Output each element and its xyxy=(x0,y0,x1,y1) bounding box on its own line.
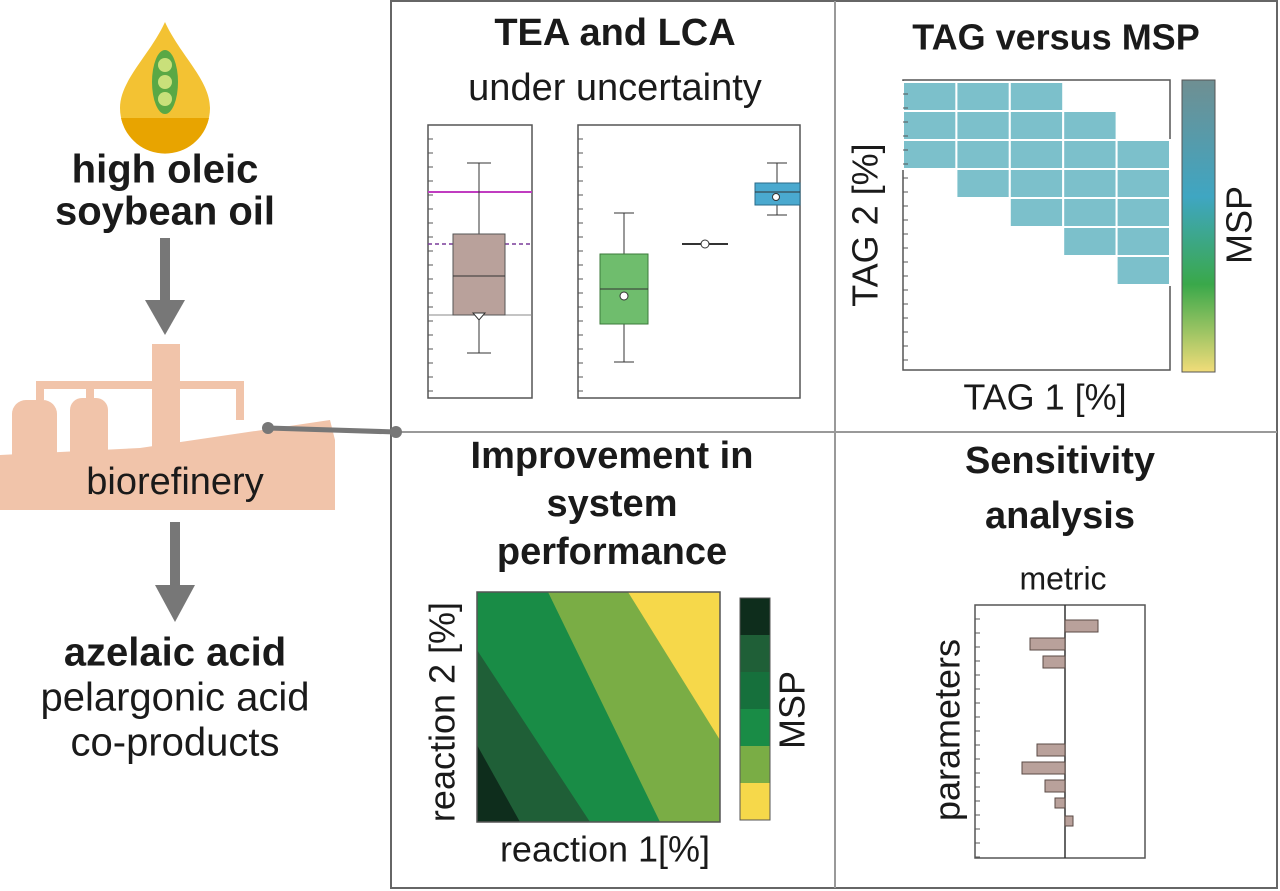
tornado-plot xyxy=(974,604,1146,859)
y-axis-label: reaction 2 [%] xyxy=(422,602,463,822)
x-axis-label: reaction 1[%] xyxy=(500,829,710,870)
panel-title: system xyxy=(547,483,678,525)
product-other: pelargonic acid xyxy=(40,676,309,720)
product-other: co-products xyxy=(71,721,280,765)
panel-title: TAG versus MSP xyxy=(912,17,1199,58)
feedstock-label: high oleic xyxy=(72,148,259,192)
heatmap-cell xyxy=(1062,197,1118,228)
colorbar xyxy=(739,597,771,821)
heatmap-cell xyxy=(1062,139,1118,170)
heatmap-cell xyxy=(1008,168,1065,199)
heatmap-cell xyxy=(902,81,958,112)
y-axis-label: TAG 2 [%] xyxy=(845,143,886,306)
contour-plot xyxy=(476,591,721,823)
heatmap-cell xyxy=(1115,168,1171,199)
oil-droplet xyxy=(120,22,210,154)
heatmap-cell xyxy=(1062,168,1118,199)
product-main: azelaic acid xyxy=(64,631,286,675)
heatmap-cell xyxy=(1008,139,1065,170)
panel-title: Improvement in xyxy=(471,435,754,477)
heatmap-cell xyxy=(1008,197,1065,228)
panel-title: analysis xyxy=(985,495,1135,537)
heatmap-cell xyxy=(955,81,1011,112)
boxplot-tea xyxy=(577,124,801,399)
panel-title: TEA and LCA xyxy=(494,12,735,54)
colorbar-label: MSP xyxy=(1219,186,1260,264)
heatmap xyxy=(902,79,1171,371)
biorefinery-icon xyxy=(0,344,335,510)
colorbar-label: MSP xyxy=(772,671,813,749)
heatmap-cell xyxy=(1062,110,1118,141)
heatmap-cell xyxy=(1115,226,1171,257)
heatmap-cell xyxy=(1115,255,1171,286)
arrow xyxy=(145,238,185,335)
heatmap-cell xyxy=(1115,139,1171,170)
heatmap-cell xyxy=(1115,197,1171,228)
heatmap-cell xyxy=(955,110,1011,141)
heatmap-cell xyxy=(902,139,958,170)
y-axis-label: parameters xyxy=(927,639,968,821)
colorbar xyxy=(1181,79,1216,373)
feedstock-label: soybean oil xyxy=(55,190,275,234)
arrow xyxy=(155,522,195,622)
heatmap-cell xyxy=(902,110,958,141)
heatmap-cell xyxy=(1008,110,1065,141)
heatmap-cell xyxy=(955,168,1011,199)
panel-title: performance xyxy=(497,531,727,573)
x-axis-label: metric xyxy=(1019,560,1106,596)
heatmap-cell xyxy=(1062,226,1118,257)
panel-title: Sensitivity xyxy=(965,440,1155,482)
heatmap-cell xyxy=(955,139,1011,170)
panel-subtitle: under uncertainty xyxy=(468,67,762,109)
heatmap-cell xyxy=(1008,81,1065,112)
connector xyxy=(262,422,402,438)
x-axis-label: TAG 1 [%] xyxy=(963,377,1126,418)
boxplot-lca xyxy=(427,124,533,399)
facility-label: biorefinery xyxy=(86,461,263,503)
